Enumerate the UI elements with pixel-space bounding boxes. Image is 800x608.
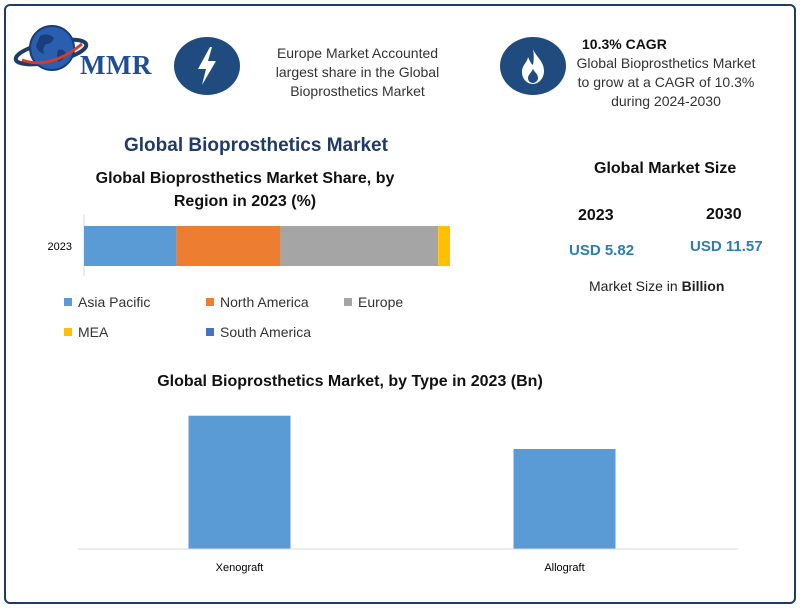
market-size-note: Market Size in Billion [589,278,724,294]
info-europe-line1: Europe Market Accounted [276,45,439,61]
market-size-title: Global Market Size [594,160,737,177]
info-europe-line3: Bioprosthetics Market [290,83,425,99]
info-cagr-line2: to grow at a CAGR of 10.3% [577,74,755,90]
type-chart-title: Global Bioprosthetics Market, by Type in… [157,373,543,390]
region-legend: Asia Pacific North America Europe MEA South … [64,294,444,350]
market-size-note-unit: Billion [681,278,725,294]
info-cagr-icon-circle [500,37,566,95]
legend-item-asia-pacific: Asia Pacific [64,294,150,310]
legend-swatch [206,298,214,306]
type-labels: Xenograft Allograft [216,562,585,574]
legend-item-north-america: North America [206,294,309,310]
legend-label: Asia Pacific [78,294,151,310]
lightning-bolt-icon [198,47,216,85]
legend-swatch [344,298,352,306]
region-share-chart: 2023 [48,214,450,276]
legend-label: MEA [78,324,109,340]
section-title: Global Bioprosthetics Market [124,135,388,156]
region-category-label: 2023 [48,241,72,253]
market-size-value-2023: USD 5.82 [569,242,635,259]
info-cagr-line3: during 2024-2030 [611,93,721,109]
region-chart-title-line2: Region in 2023 (%) [173,193,317,210]
info-europe-line2: largest share in the Global [275,64,440,80]
infographic-frame [4,4,796,604]
region-bar-segment-mea [438,226,450,266]
type-tick-label-xenograft: Xenograft [216,562,264,574]
logo: MMR [12,20,162,84]
type-tick-label-allograft: Allograft [544,562,584,574]
type-bar-chart: Xenograft Allograft [78,415,738,574]
region-bar-segment-north-america [176,226,281,266]
legend-item-europe: Europe [344,294,403,310]
region-chart-title: Global Bioprosthetics Market Share, by R… [60,167,430,213]
info-europe-icon-circle [174,37,240,95]
legend-label: South America [220,324,312,340]
region-segments [84,226,450,266]
globe-icon [13,25,89,71]
logo-text: MMR [80,50,152,80]
market-size-year-2030: 2030 [706,206,742,223]
legend-label: Europe [358,294,404,310]
market-size-note-prefix: Market Size in [589,278,682,294]
legend-swatch [64,328,72,336]
cagr-title: 10.3% CAGR [582,36,667,52]
legend-item-south-america: South America [206,324,311,340]
legend-item-mea: MEA [64,324,108,340]
info-cagr-line1: Global Bioprosthetics Market [576,55,756,71]
legend-label: North America [220,294,309,310]
market-size-year-2023: 2023 [578,207,614,224]
type-bar-allograft [513,449,616,549]
type-bar-xenograft [188,415,291,549]
type-bars [188,415,616,549]
legend-swatch [64,298,72,306]
legend-swatch [206,328,214,336]
region-bar-segment-asia-pacific [84,226,177,266]
info-europe-text: Europe Market Accounted largest share in… [255,44,460,101]
region-chart-title-line1: Global Bioprosthetics Market Share, by [95,170,395,187]
info-cagr-text: Global Bioprosthetics Market to grow at … [566,54,766,111]
market-size-value-2030: USD 11.57 [690,238,763,255]
region-bar-segment-europe [280,226,439,266]
flame-icon [522,49,544,84]
